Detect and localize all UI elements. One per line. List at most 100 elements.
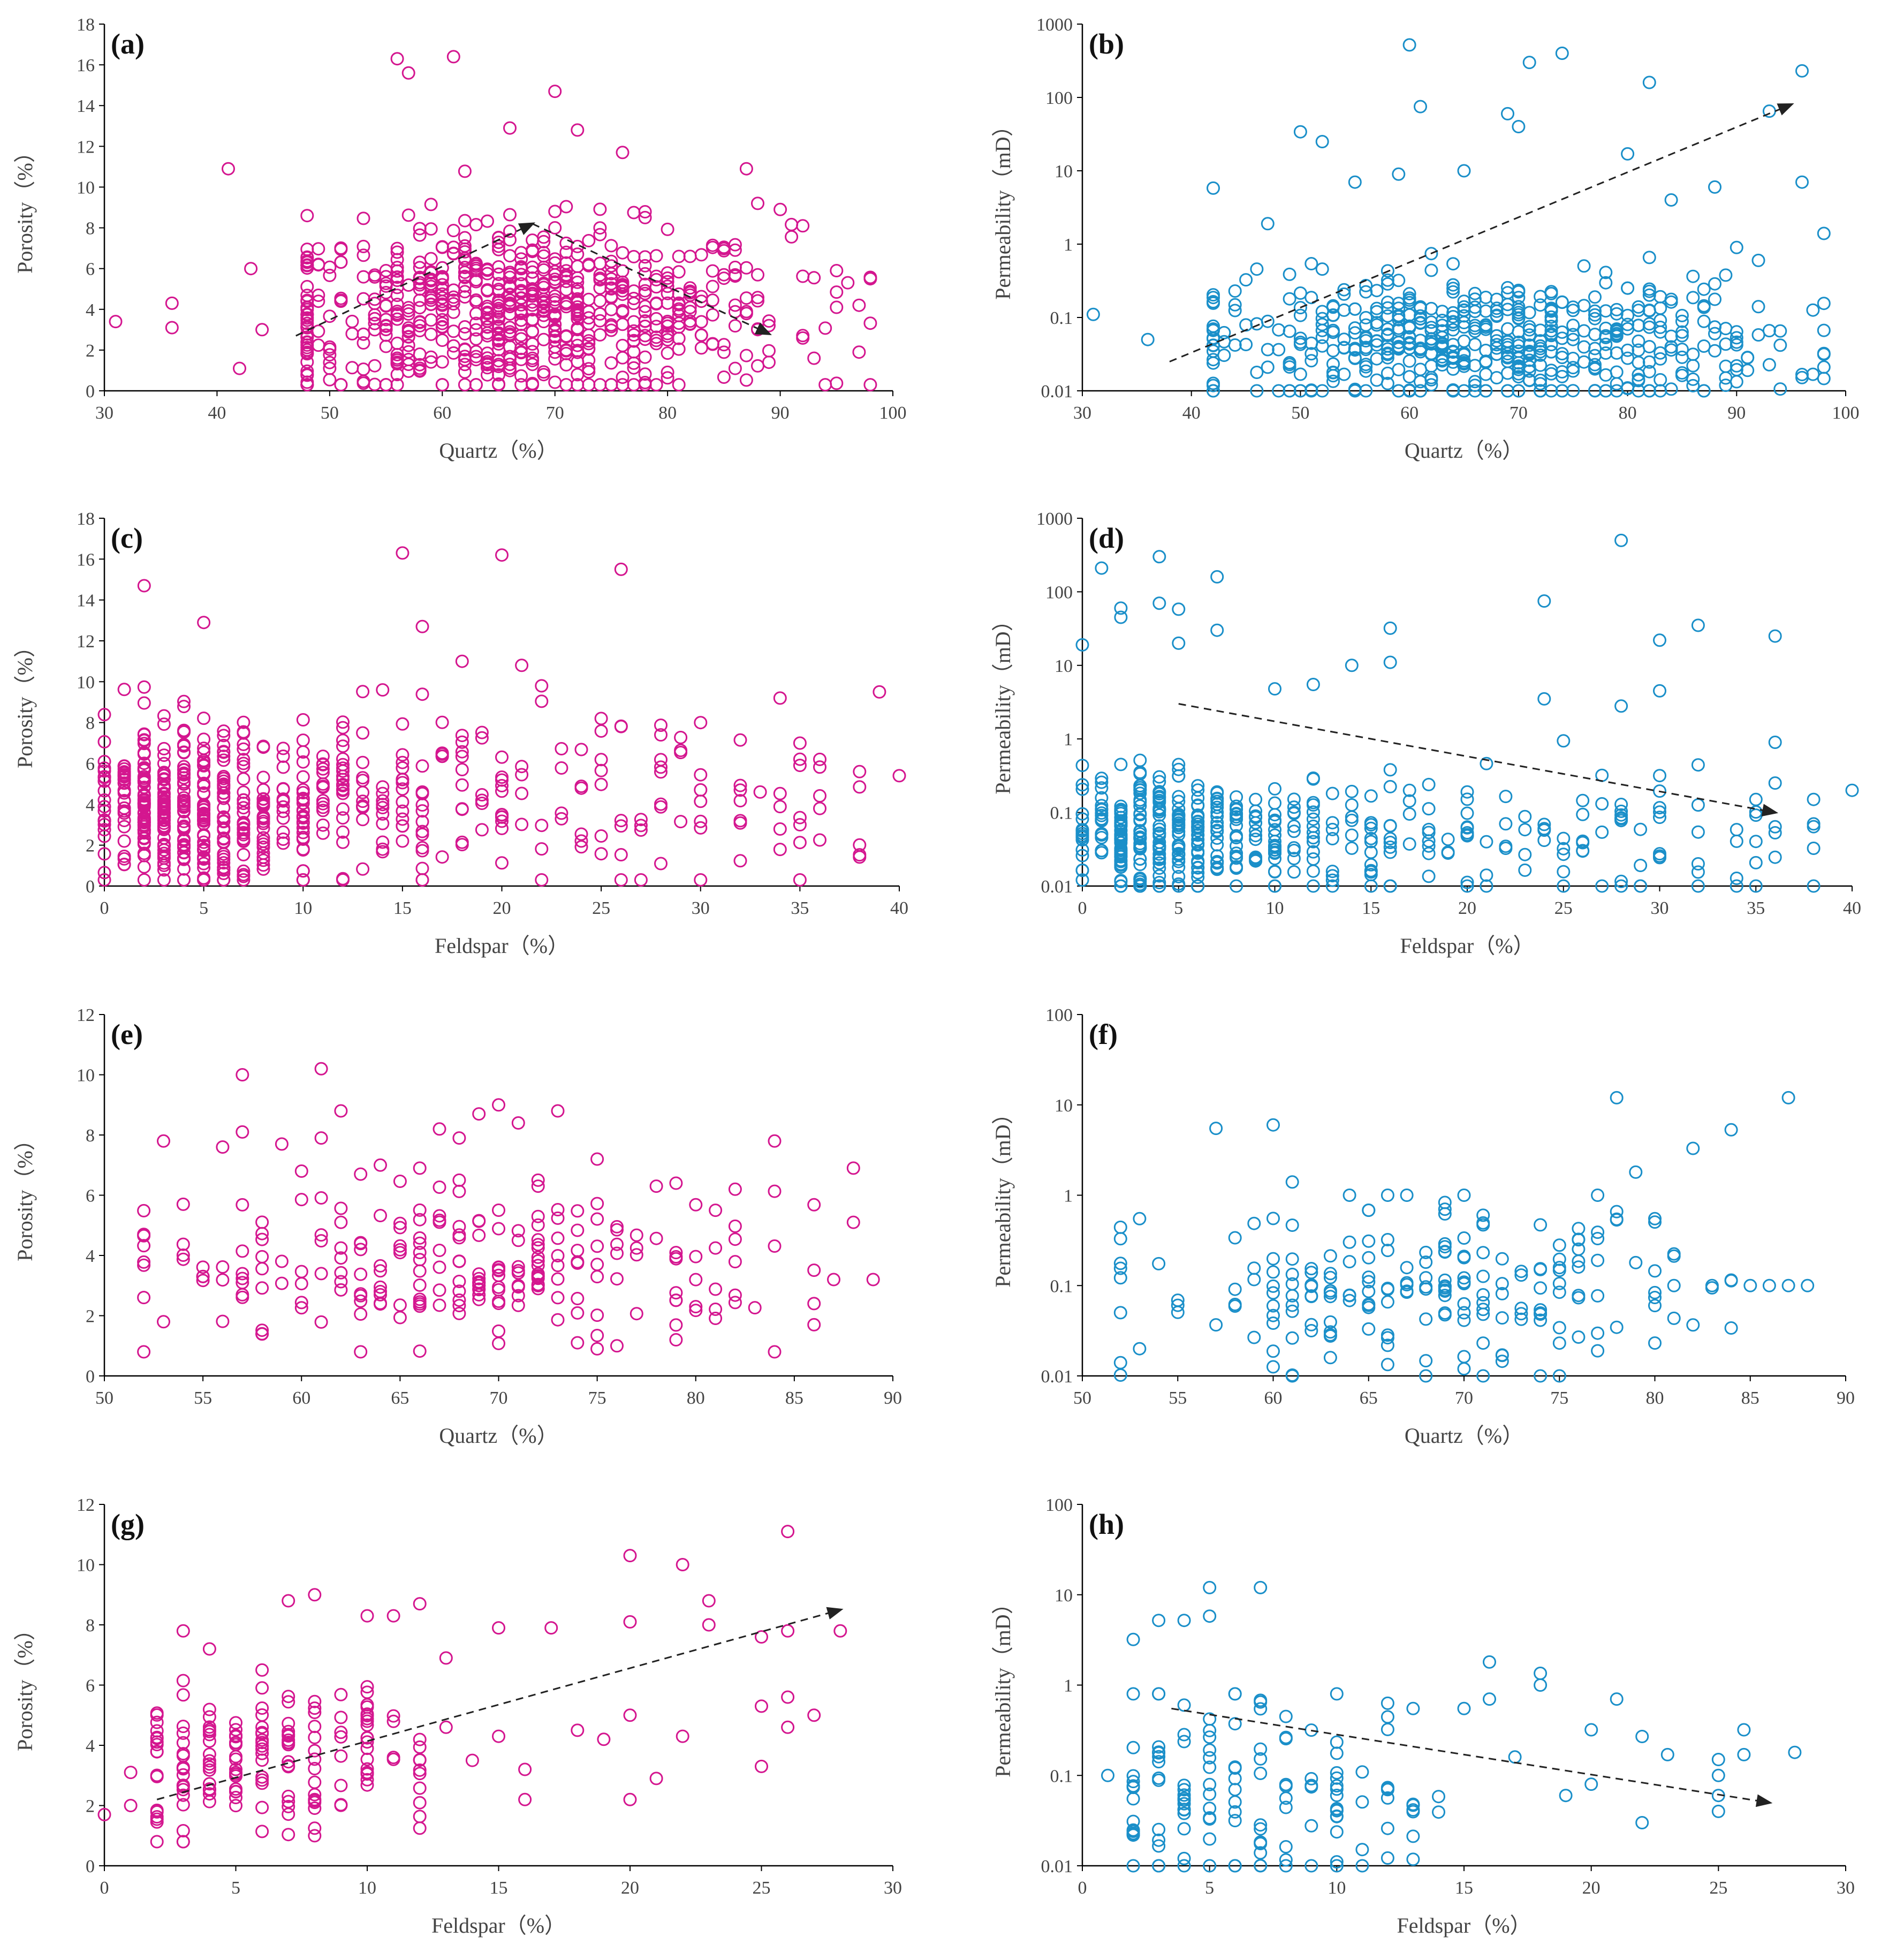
data-point bbox=[1686, 269, 1700, 283]
data-point bbox=[1476, 1336, 1490, 1350]
data-point bbox=[300, 345, 314, 359]
data-point bbox=[276, 760, 290, 774]
data-point bbox=[236, 1068, 249, 1081]
x-tick-label: 50 bbox=[1291, 403, 1309, 423]
data-point bbox=[582, 334, 596, 348]
data-point bbox=[236, 1198, 249, 1212]
data-point bbox=[1191, 838, 1205, 852]
data-point bbox=[1621, 317, 1635, 331]
data-point bbox=[1490, 304, 1504, 318]
y-tick-label: 12 bbox=[77, 1005, 95, 1025]
data-point bbox=[627, 378, 641, 392]
data-point bbox=[1577, 259, 1591, 273]
data-point bbox=[1315, 312, 1329, 326]
data-point bbox=[296, 873, 310, 887]
data-point bbox=[548, 309, 562, 323]
data-point bbox=[1424, 263, 1438, 277]
data-point bbox=[1446, 282, 1460, 296]
data-point bbox=[413, 1231, 427, 1245]
data-point bbox=[1191, 818, 1205, 831]
x-tick-label: 10 bbox=[358, 1878, 376, 1898]
data-point bbox=[1359, 311, 1373, 324]
data-point bbox=[1751, 253, 1765, 267]
data-point bbox=[336, 835, 350, 849]
x-tick-label: 35 bbox=[1747, 898, 1765, 918]
data-point bbox=[255, 1215, 269, 1229]
x-tick-label: 65 bbox=[1360, 1388, 1378, 1408]
data-point bbox=[768, 1134, 782, 1148]
data-point bbox=[492, 1222, 505, 1236]
data-point bbox=[1381, 1189, 1394, 1202]
data-point bbox=[1285, 1267, 1299, 1281]
data-point bbox=[117, 820, 131, 834]
data-point bbox=[196, 1274, 210, 1288]
data-point bbox=[1171, 1298, 1185, 1312]
data-point bbox=[796, 219, 810, 233]
data-point bbox=[785, 230, 799, 244]
data-point bbox=[689, 1300, 703, 1314]
data-point bbox=[551, 1104, 565, 1118]
data-point bbox=[255, 1701, 269, 1715]
data-point bbox=[1345, 828, 1359, 842]
data-point bbox=[379, 299, 393, 313]
data-point bbox=[1446, 257, 1460, 271]
data-point bbox=[1438, 1281, 1452, 1295]
data-point bbox=[1285, 1369, 1299, 1383]
data-point bbox=[1708, 180, 1721, 194]
data-point bbox=[294, 1265, 308, 1278]
x-tick-label: 30 bbox=[1651, 898, 1669, 918]
data-point bbox=[1075, 759, 1089, 773]
data-point bbox=[548, 323, 562, 337]
data-point bbox=[360, 1762, 374, 1776]
data-point bbox=[415, 844, 429, 858]
data-point bbox=[1283, 384, 1296, 398]
data-point bbox=[1552, 1263, 1566, 1277]
data-point bbox=[458, 164, 472, 178]
data-point bbox=[396, 812, 409, 826]
data-point bbox=[1555, 296, 1569, 309]
data-point bbox=[511, 1260, 525, 1274]
data-point bbox=[255, 1232, 269, 1246]
data-point bbox=[1653, 811, 1666, 824]
data-point bbox=[413, 1821, 427, 1835]
data-point bbox=[1113, 1368, 1127, 1382]
data-point bbox=[1544, 324, 1558, 338]
data-point bbox=[117, 814, 131, 827]
data-point bbox=[229, 1736, 242, 1750]
data-point bbox=[863, 316, 877, 330]
data-point bbox=[1306, 678, 1320, 691]
data-point bbox=[237, 864, 251, 878]
data-point bbox=[526, 378, 540, 392]
data-point bbox=[537, 332, 551, 346]
data-point bbox=[1514, 1307, 1528, 1321]
data-point bbox=[1293, 367, 1307, 381]
data-point bbox=[256, 770, 270, 784]
data-point bbox=[1566, 361, 1580, 375]
y-tick-label: 4 bbox=[86, 1736, 95, 1756]
data-point bbox=[316, 750, 330, 763]
data-point bbox=[1177, 1698, 1191, 1712]
data-point bbox=[150, 1835, 164, 1849]
data-point bbox=[176, 1624, 190, 1638]
data-point bbox=[1254, 1766, 1268, 1780]
data-point bbox=[1217, 335, 1231, 349]
data-point bbox=[1595, 879, 1609, 893]
data-point bbox=[1457, 1271, 1471, 1285]
data-point bbox=[1126, 1859, 1140, 1873]
data-point bbox=[379, 319, 393, 333]
data-point bbox=[614, 562, 628, 576]
data-point bbox=[689, 1304, 703, 1318]
data-point bbox=[176, 1779, 190, 1792]
trend-arrow bbox=[532, 223, 772, 335]
data-point bbox=[177, 777, 191, 791]
data-point bbox=[1283, 324, 1296, 338]
data-point bbox=[1191, 783, 1205, 797]
data-point bbox=[1323, 1249, 1337, 1263]
y-tick-label: 4 bbox=[86, 1246, 95, 1266]
data-point bbox=[518, 1792, 532, 1806]
data-point bbox=[873, 685, 886, 699]
data-point bbox=[1490, 338, 1504, 352]
data-point bbox=[1743, 1278, 1757, 1292]
data-point bbox=[237, 797, 251, 811]
